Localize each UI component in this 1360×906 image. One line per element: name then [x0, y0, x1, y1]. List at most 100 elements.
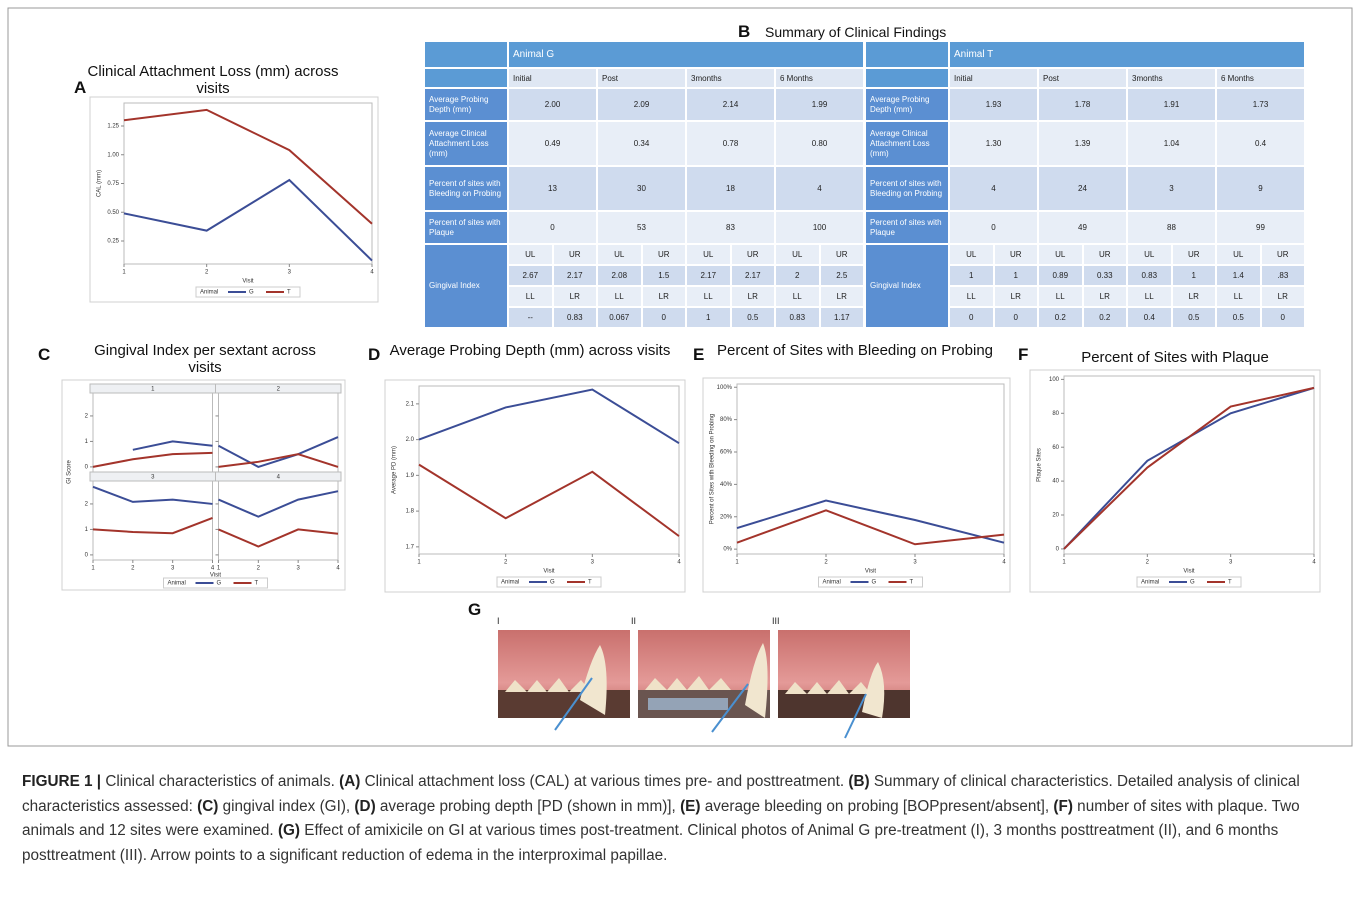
y-tick-label: 1.9: [406, 473, 415, 479]
chart-title: Average Probing Depth (mm) across visits: [385, 342, 675, 359]
gi-cell: UR: [732, 245, 775, 264]
caption-text: Clinical attachment loss (CAL) at variou…: [360, 773, 848, 790]
gi-cell: UL: [1039, 245, 1082, 264]
gi-cell: 0: [950, 308, 993, 327]
row-label: Average Clinical Attachment Loss (mm): [425, 122, 507, 165]
gi-cell: 0: [1262, 308, 1305, 327]
gi-cell: LR: [554, 287, 597, 306]
table-row: Average Clinical Attachment Loss (mm)1.3…: [866, 122, 1304, 165]
period-header: Post: [1039, 69, 1126, 87]
gi-cell: LR: [643, 287, 686, 306]
gi-cell: LR: [995, 287, 1038, 306]
table-corner: [425, 42, 507, 67]
y-tick-label: 100%: [717, 385, 733, 391]
gi-cell: 0.4: [1128, 308, 1171, 327]
period-header: 6 Months: [776, 69, 863, 87]
x-axis-label: Visit: [242, 279, 254, 285]
legend-label: G: [217, 581, 222, 587]
legend-title: Animal: [501, 580, 519, 586]
caption-text: (G): [278, 822, 300, 839]
y-tick-label: 20%: [720, 514, 733, 520]
y-tick-label: 60: [1052, 445, 1059, 451]
plot-area: [93, 393, 213, 472]
page: 0.250.500.751.001.251234VisitCAL (mm)Ani…: [0, 0, 1360, 906]
y-tick-label: 80: [1052, 411, 1059, 417]
photo-label: I: [497, 616, 500, 626]
legend: Animal G T: [497, 577, 601, 587]
caption-text: (E): [680, 798, 700, 815]
legend: AnimalGT: [164, 578, 268, 588]
cell: 1.39: [1039, 122, 1126, 165]
legend-label: T: [588, 580, 592, 586]
table-corner: [866, 69, 948, 87]
photo-1: [498, 630, 630, 730]
gi-cell: UR: [1173, 245, 1216, 264]
table-row: Gingival IndexULURULURULURULUR: [866, 245, 1304, 264]
x-axis-label: Visit: [865, 569, 877, 575]
cell: 18: [687, 167, 774, 210]
gi-cell: LL: [687, 287, 730, 306]
period-header: Initial: [950, 69, 1037, 87]
y-tick-label: 0.75: [107, 181, 119, 187]
y-axis-label: Plaque Sites: [1037, 448, 1043, 482]
chart-title: Percent of Sites with Bleeding on Probin…: [710, 342, 1000, 359]
gi-cell: LL: [1217, 287, 1260, 306]
chart-title: Gingival Index per sextant across visits: [80, 342, 330, 376]
period-header: Initial: [509, 69, 596, 87]
gi-cell: 0.83: [554, 308, 597, 327]
plot-area: [419, 386, 679, 554]
gi-cell: LR: [821, 287, 864, 306]
cell: 0.78: [687, 122, 774, 165]
table-row: Percent of sites with Bleeding on Probin…: [866, 167, 1304, 210]
plot-area: [124, 103, 372, 264]
caption-text: average probing depth [PD (shown in mm)]…: [376, 798, 680, 815]
panel-letter: G: [468, 600, 481, 620]
row-label: Percent of sites with Bleeding on Probin…: [425, 167, 507, 210]
legend-label: T: [1228, 580, 1232, 586]
cell: 9: [1217, 167, 1304, 210]
gi-cell: .83: [1262, 266, 1305, 285]
legend-label: T: [287, 290, 291, 296]
panel-letter: E: [693, 345, 704, 365]
y-tick-label: 60%: [720, 450, 733, 456]
cell: 53: [598, 212, 685, 243]
gi-cell: 1.17: [821, 308, 864, 327]
cell: 1.78: [1039, 89, 1126, 120]
caption-text: (A): [339, 773, 360, 790]
gi-cell: 0.83: [776, 308, 819, 327]
cell: 13: [509, 167, 596, 210]
y-tick-label: 1.8: [406, 509, 415, 515]
panel-letter: C: [38, 345, 50, 365]
cell: 30: [598, 167, 685, 210]
cell: 2.14: [687, 89, 774, 120]
gi-cell: 1: [950, 266, 993, 285]
y-tick-label: 0.50: [107, 210, 119, 216]
gi-cell: 0.067: [598, 308, 641, 327]
gi-cell: 1: [1173, 266, 1216, 285]
period-header: 3months: [1128, 69, 1215, 87]
photo-label: II: [631, 616, 636, 626]
row-label: Gingival Index: [866, 245, 948, 327]
gi-cell: --: [509, 308, 552, 327]
legend-label: G: [550, 580, 555, 586]
cell: 4: [776, 167, 863, 210]
summary-table: Animal GInitialPost3months6 MonthsAverag…: [423, 40, 865, 329]
y-tick-label: 40: [1052, 479, 1059, 485]
gi-cell: 0: [643, 308, 686, 327]
gi-cell: LL: [776, 287, 819, 306]
gi-cell: 2.17: [687, 266, 730, 285]
gi-cell: 0.89: [1039, 266, 1082, 285]
x-axis-label: Visit: [1183, 569, 1195, 575]
gi-cell: 0: [995, 308, 1038, 327]
panel-letter: F: [1018, 345, 1028, 365]
gi-cell: LR: [1262, 287, 1305, 306]
period-header: 3months: [687, 69, 774, 87]
cell: 1.30: [950, 122, 1037, 165]
cell: 0.49: [509, 122, 596, 165]
gi-cell: 2.17: [554, 266, 597, 285]
